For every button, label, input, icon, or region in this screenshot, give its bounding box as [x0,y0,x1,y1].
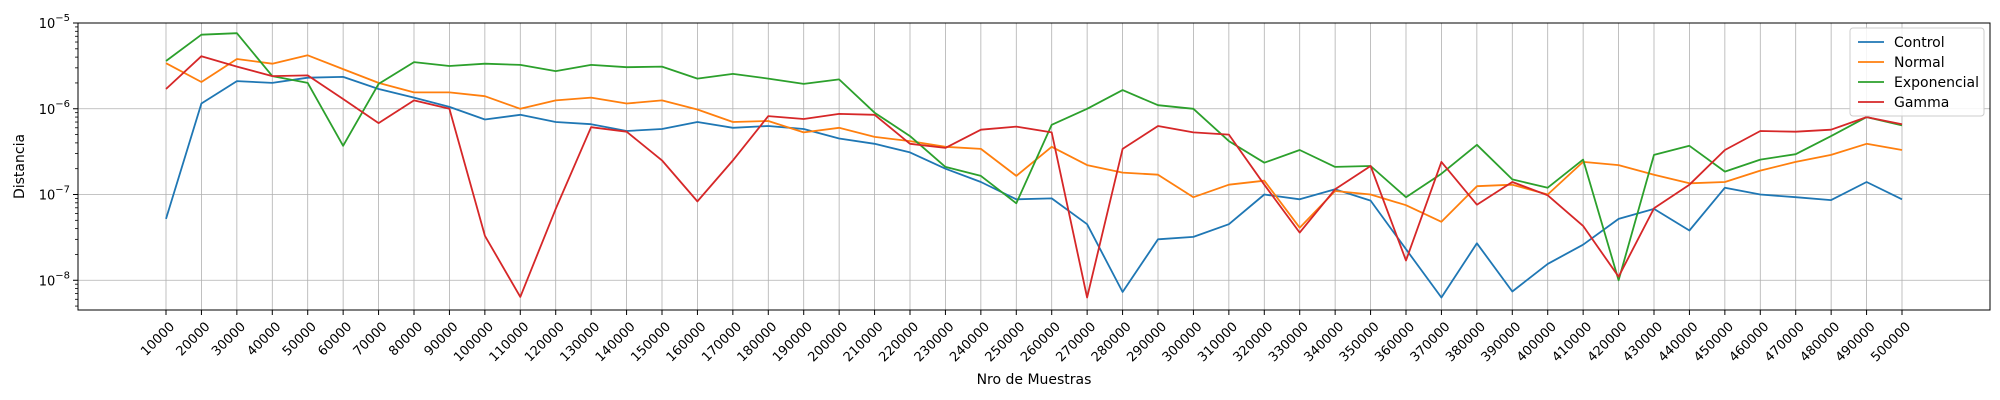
legend: Control Normal Exponencial Gamma [1849,27,1985,117]
legend-box [1849,27,1985,117]
legend-label: Control [1894,35,1945,51]
y-tick-exponent: −8 [55,270,70,281]
legend-label: Normal [1894,55,1945,71]
y-tick-label: 10−7 [39,185,70,204]
y-tick-label: 10−8 [39,270,70,289]
y-tick-exponent: −7 [55,185,70,196]
y-tick-base: 10 [39,189,56,204]
y-axis-label: Distancia [12,134,28,199]
y-tick-base: 10 [39,17,56,32]
series-line-control [165,76,1903,299]
y-axis-ticks: 10−810−710−610−5 [39,13,78,307]
y-tick-base: 10 [39,103,56,118]
y-tick-base: 10 [39,274,56,289]
legend-label: Exponencial [1894,75,1979,91]
y-tick-exponent: −5 [55,13,70,24]
y-tick-label: 10−6 [39,99,70,118]
y-tick-exponent: −6 [55,99,70,110]
series-line-exponencial [165,32,1903,282]
series-line-normal [165,54,1903,229]
x-axis-label: Nro de Muestras [977,372,1092,388]
legend-label: Gamma [1894,95,1949,111]
series-lines [165,32,1903,299]
y-tick-label: 10−5 [39,13,70,32]
series-line-gamma [165,55,1903,299]
plot-frame [77,22,1991,311]
